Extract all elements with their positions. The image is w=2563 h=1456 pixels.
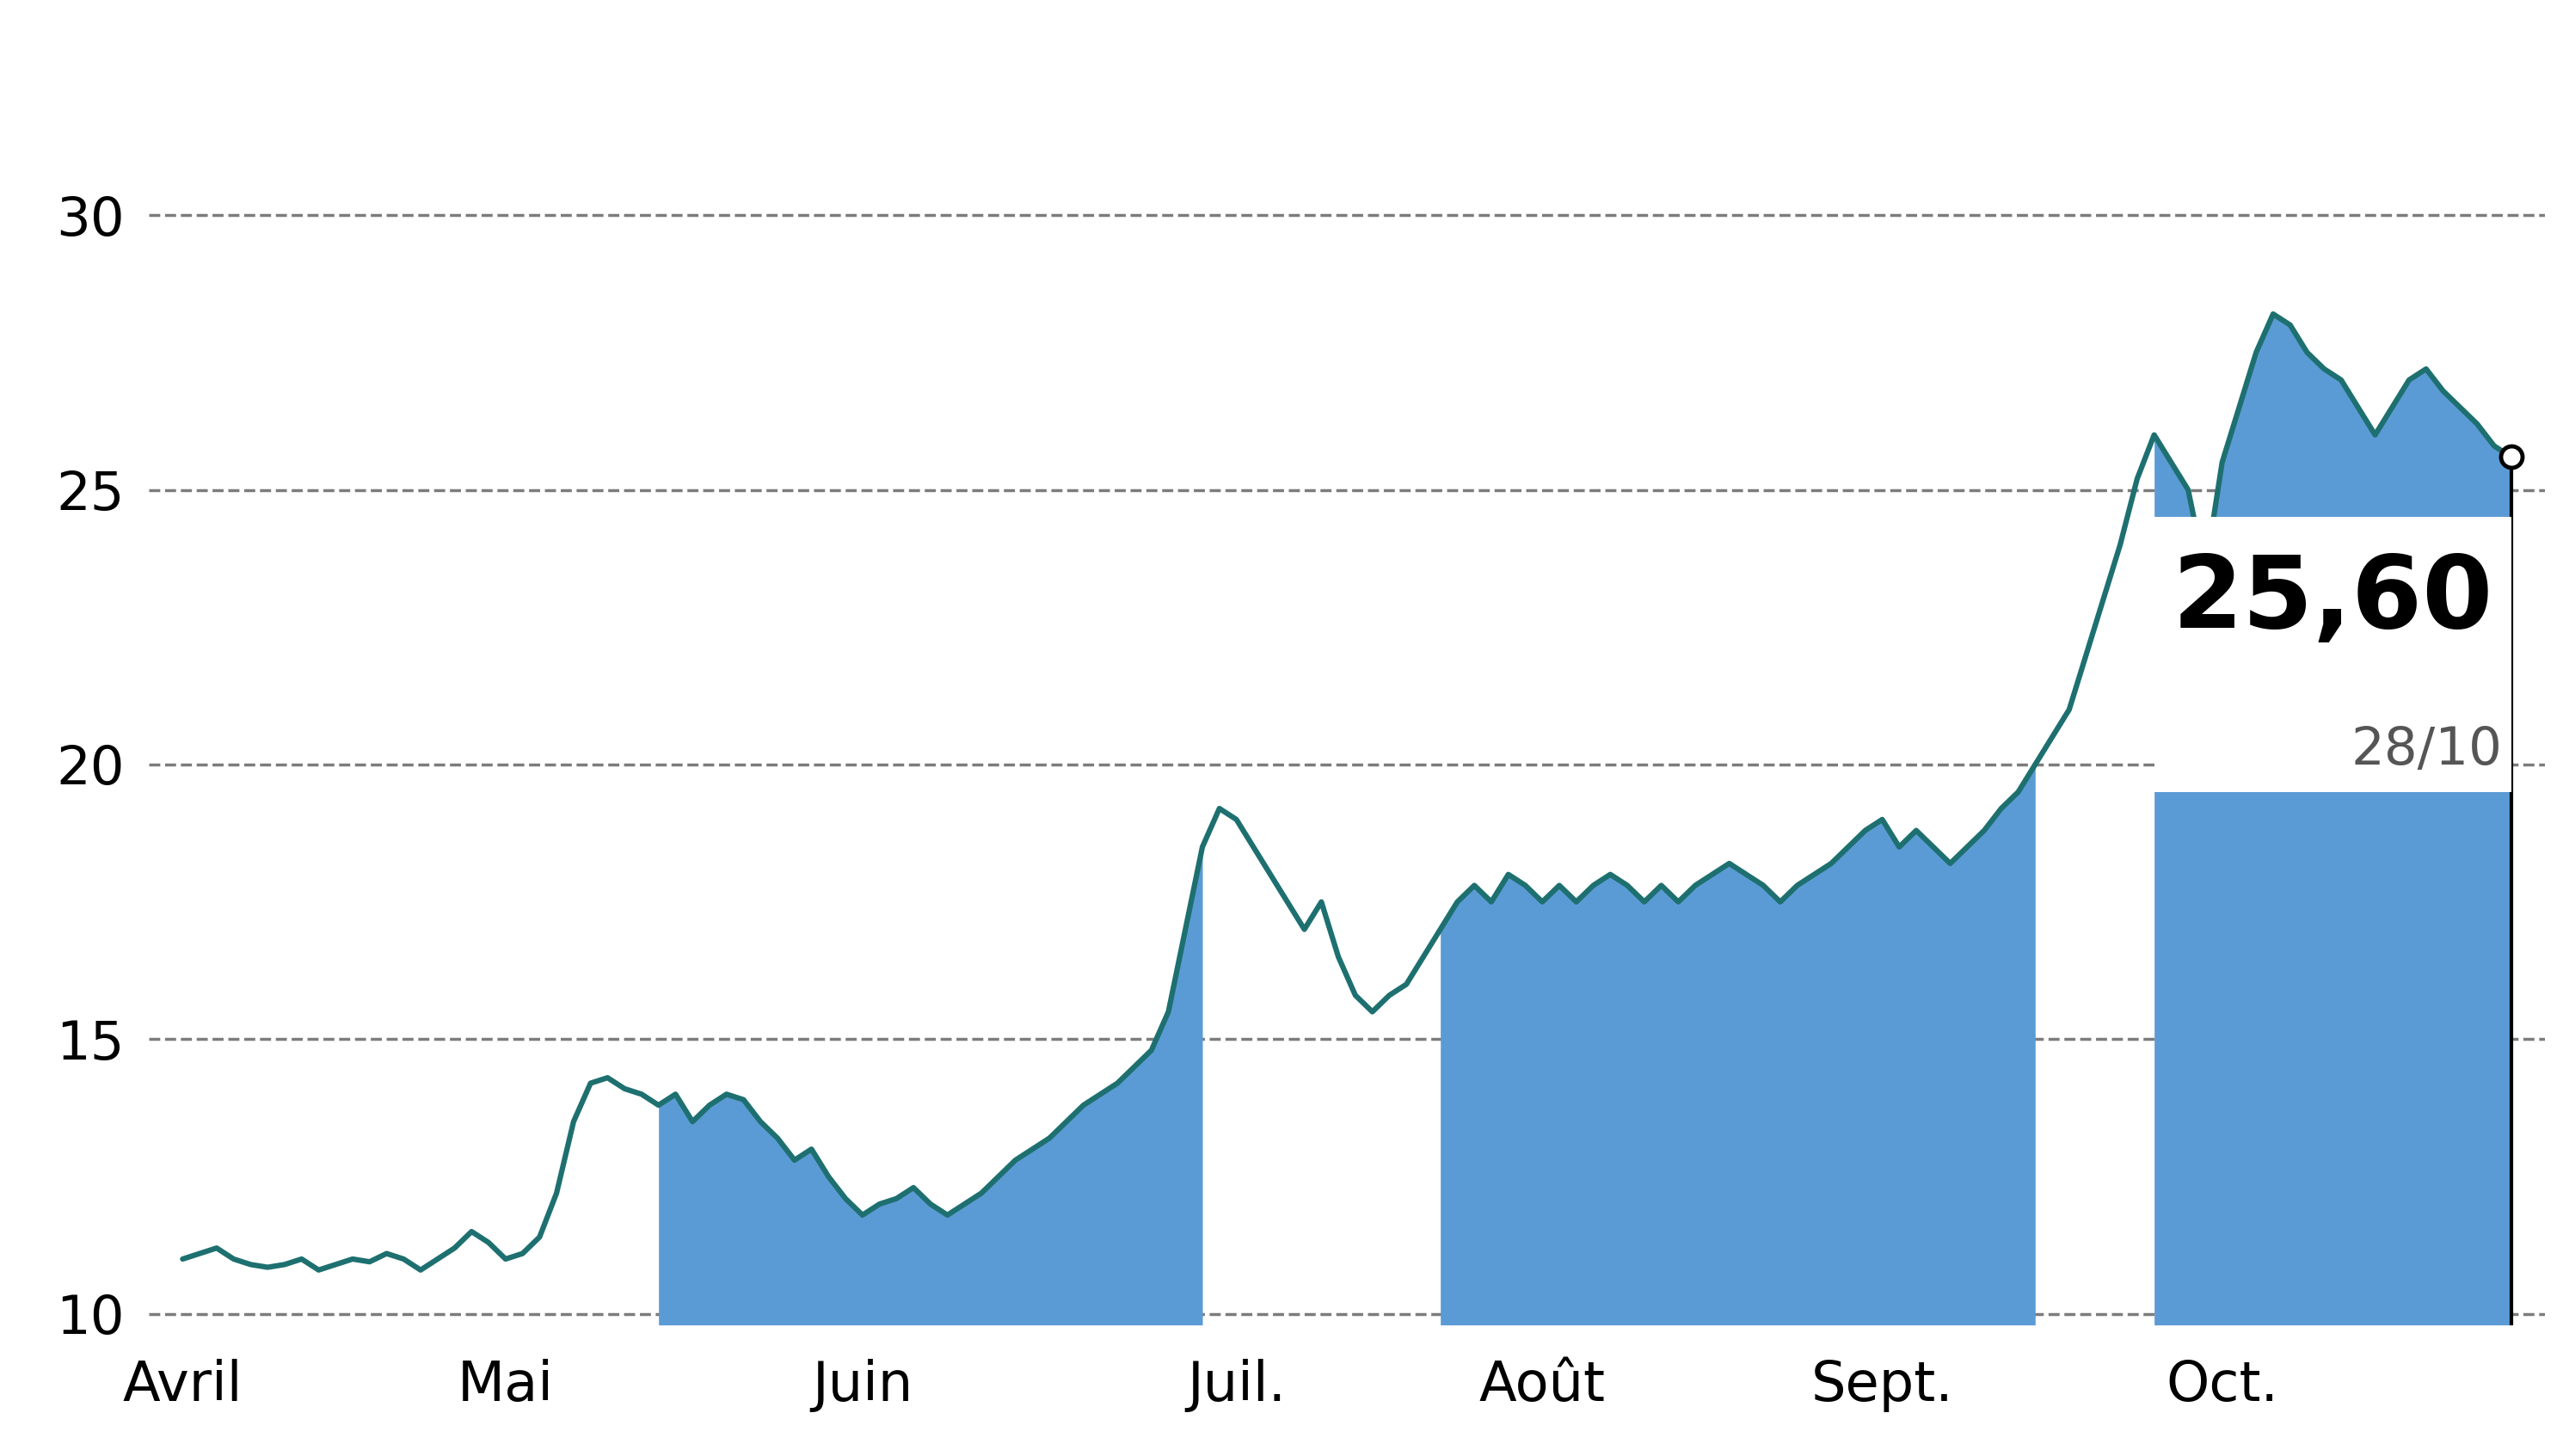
Text: 28/10: 28/10 xyxy=(2350,725,2501,776)
Text: 25,60: 25,60 xyxy=(2171,550,2494,649)
Text: STIF: STIF xyxy=(1148,25,1415,128)
FancyBboxPatch shape xyxy=(2153,517,2512,792)
